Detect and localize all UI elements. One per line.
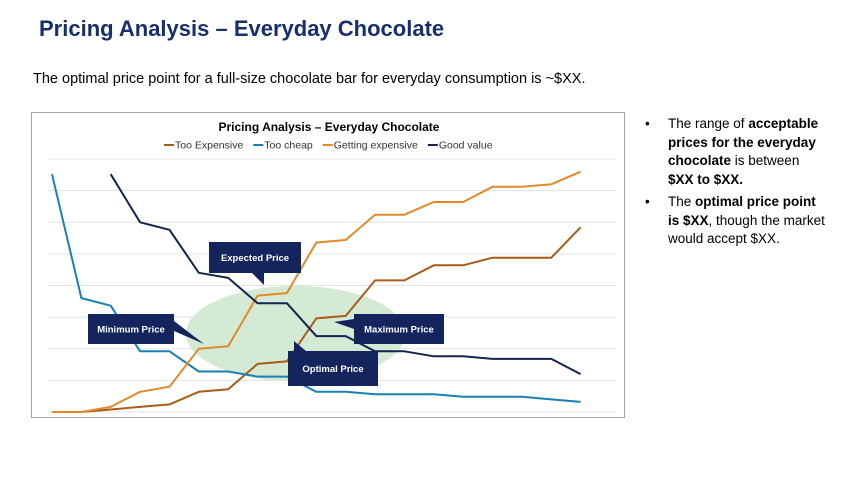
series-line-too-expensive (52, 226, 582, 413)
page-title: Pricing Analysis – Everyday Chocolate (39, 16, 445, 41)
chart-container: Expected Price Minimum Price Maximum Price… (31, 112, 625, 418)
callout-pointer (174, 321, 204, 344)
bullet-text: is between (731, 153, 800, 168)
callout-label: Optimal Price (302, 364, 363, 375)
callout-pointer (334, 319, 354, 329)
pricing-line-chart: Expected Price Minimum Price Maximum Price… (48, 120, 616, 413)
legend-label: Good value (439, 140, 493, 152)
callout-box (209, 242, 301, 273)
series-line-getting-expensive (52, 170, 581, 413)
bullet-emphasis: $XX to $XX. (668, 171, 744, 187)
bullet-emphasis: acceptable prices for the everyday choco… (668, 116, 819, 168)
bullet-text: The range of (668, 116, 749, 131)
chart-legend: Too Expensive Too cheap Getting expensive G… (164, 140, 493, 152)
callout-box (354, 314, 444, 344)
series-line-too-cheap (51, 173, 581, 403)
callout-pointer (294, 341, 306, 351)
chart-series (51, 170, 582, 413)
legend-label: Getting expensive (334, 140, 418, 152)
bullet-emphasis: optimal price point is $XX (668, 194, 816, 228)
callout-box (88, 314, 174, 344)
chart-title: Pricing Analysis – Everyday Chocolate (219, 120, 440, 134)
bullet-text: , though the market would accept $XX. (668, 212, 825, 247)
callout-label: Minimum Price (97, 325, 165, 336)
callout-label: Maximum Price (364, 325, 434, 336)
callout-box (288, 351, 378, 386)
bullet-item: The optimal price point is $XX, though t… (645, 193, 825, 249)
legend-label: Too Expensive (175, 140, 243, 152)
series-line-good-value (109, 173, 582, 375)
page-subtitle: The optimal price point for a full-size … (33, 71, 586, 87)
legend-label: Too cheap (264, 140, 313, 152)
bullet-text: The (668, 194, 696, 209)
key-findings-list: The range of acceptable prices for the e… (645, 115, 825, 253)
bullet-item: The range of acceptable prices for the e… (645, 115, 825, 189)
callout-pointer (252, 273, 264, 285)
chart-annotations: Expected Price Minimum Price Maximum Price… (88, 242, 444, 386)
callout-label: Expected Price (221, 253, 289, 264)
